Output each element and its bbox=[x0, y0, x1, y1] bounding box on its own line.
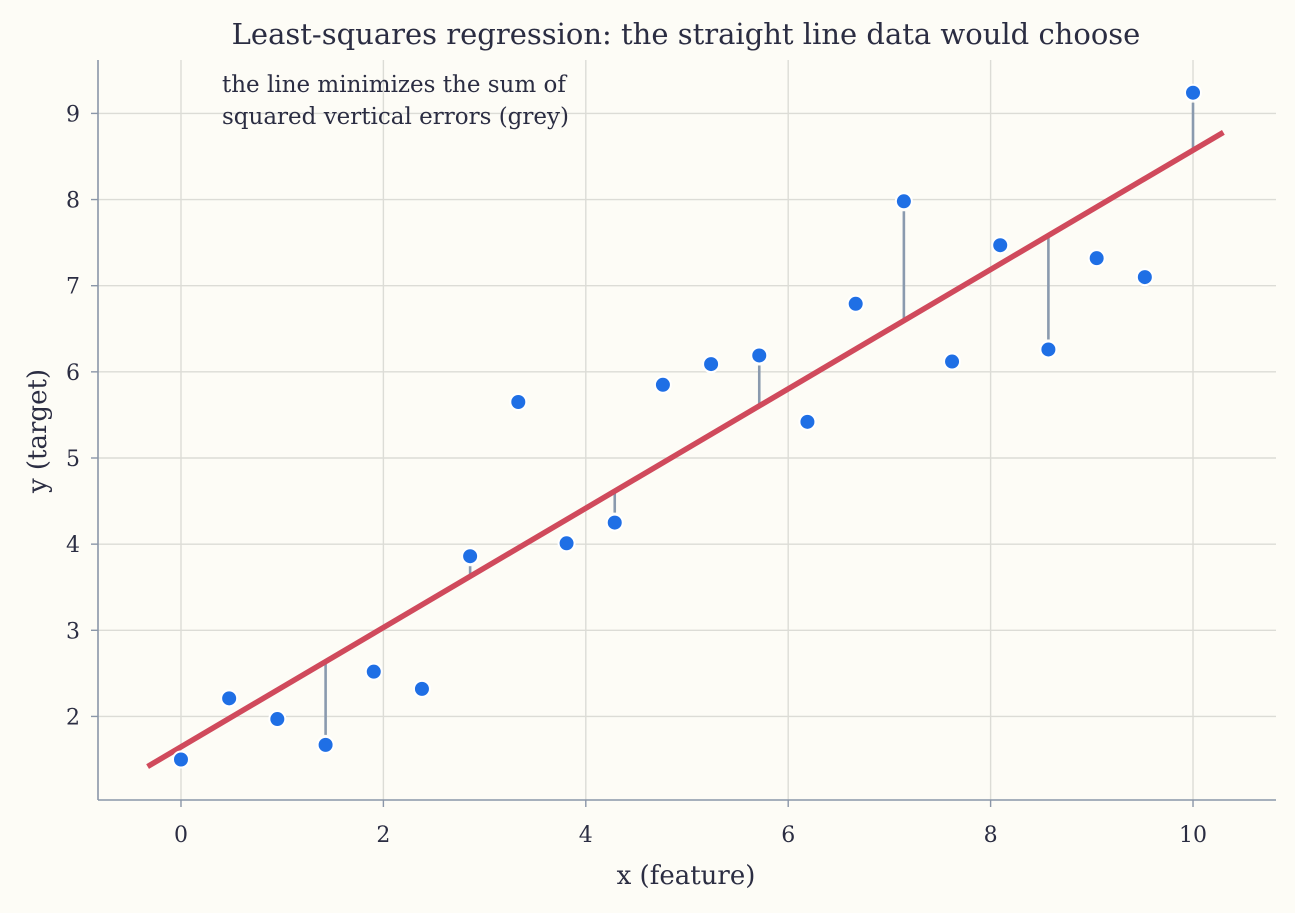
data-point bbox=[412, 679, 431, 698]
data-point bbox=[1135, 268, 1154, 287]
data-point bbox=[171, 750, 190, 769]
data-point bbox=[943, 352, 962, 371]
x-tick-label: 8 bbox=[984, 823, 998, 848]
y-tick-label: 6 bbox=[66, 361, 80, 386]
data-point bbox=[846, 294, 865, 313]
y-axis-label: y (target) bbox=[23, 369, 53, 494]
x-tick-label: 10 bbox=[1179, 823, 1207, 848]
grid bbox=[98, 60, 1276, 800]
x-axis-label: x (feature) bbox=[617, 861, 756, 891]
data-point bbox=[894, 192, 913, 211]
y-tick-label: 8 bbox=[66, 189, 80, 214]
data-point bbox=[364, 662, 383, 681]
data-point bbox=[605, 513, 624, 532]
data-point bbox=[653, 375, 672, 394]
data-points bbox=[171, 83, 1203, 769]
data-point bbox=[220, 689, 239, 708]
residual-lines bbox=[324, 102, 1195, 735]
data-point bbox=[268, 710, 287, 729]
x-tick-label: 4 bbox=[579, 823, 593, 848]
chart-title: Least-squares regression: the straight l… bbox=[232, 17, 1141, 51]
data-point bbox=[702, 355, 721, 374]
data-point bbox=[1087, 249, 1106, 268]
annotation-line-2: squared vertical errors (grey) bbox=[222, 104, 569, 130]
y-tick-label: 4 bbox=[66, 533, 80, 558]
y-tick-label: 9 bbox=[66, 102, 80, 127]
annotation-line-1: the line minimizes the sum of bbox=[222, 72, 567, 98]
x-ticks: 0 2 4 6 8 10 bbox=[174, 800, 1207, 848]
x-tick-label: 0 bbox=[174, 823, 188, 848]
data-point bbox=[1039, 340, 1058, 359]
data-point bbox=[509, 393, 528, 412]
data-point bbox=[991, 236, 1010, 255]
axes bbox=[97, 60, 1276, 801]
y-tick-label: 2 bbox=[66, 705, 80, 730]
regression-line bbox=[146, 129, 1225, 769]
x-tick-label: 6 bbox=[781, 823, 795, 848]
y-tick-label: 5 bbox=[66, 447, 80, 472]
y-tick-label: 7 bbox=[66, 275, 80, 300]
y-tick-label: 3 bbox=[66, 619, 80, 644]
data-point bbox=[316, 735, 335, 754]
data-point bbox=[798, 412, 817, 431]
data-point bbox=[1184, 83, 1203, 102]
y-ticks: 2 3 4 5 6 7 8 9 bbox=[66, 102, 98, 730]
data-point bbox=[750, 346, 769, 365]
data-point bbox=[461, 547, 480, 566]
x-tick-label: 2 bbox=[376, 823, 390, 848]
data-point bbox=[557, 534, 576, 553]
